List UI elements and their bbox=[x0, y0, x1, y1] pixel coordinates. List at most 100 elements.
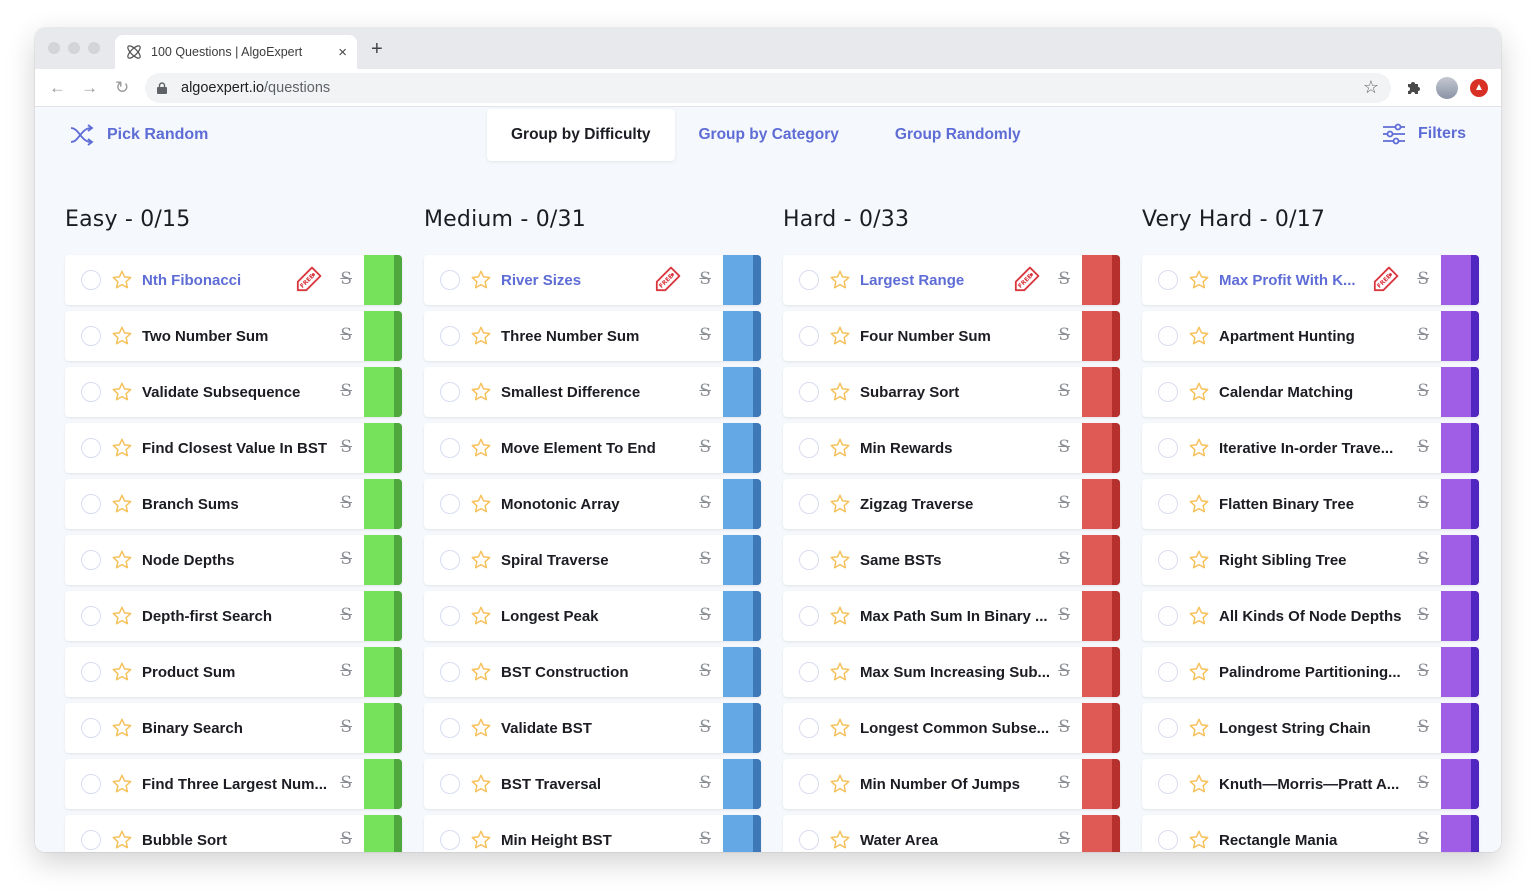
question-card[interactable]: Same BSTs S bbox=[783, 535, 1120, 585]
star-icon[interactable] bbox=[111, 493, 133, 515]
back-icon[interactable]: ← bbox=[49, 78, 66, 97]
strikethrough-s-icon[interactable]: S bbox=[340, 493, 352, 513]
bookmark-star-icon[interactable]: ☆ bbox=[1362, 77, 1379, 97]
strikethrough-s-icon[interactable]: S bbox=[699, 325, 711, 345]
strikethrough-s-icon[interactable]: S bbox=[340, 773, 352, 793]
question-card[interactable]: Flatten Binary Tree S bbox=[1142, 479, 1479, 529]
star-icon[interactable] bbox=[1188, 605, 1210, 627]
completion-checkbox[interactable] bbox=[799, 382, 819, 402]
star-icon[interactable] bbox=[111, 773, 133, 795]
question-card[interactable]: River Sizes FREE S bbox=[424, 255, 761, 305]
completion-checkbox[interactable] bbox=[799, 326, 819, 346]
strikethrough-s-icon[interactable]: S bbox=[1417, 661, 1429, 681]
question-card[interactable]: Rectangle Mania S bbox=[1142, 815, 1479, 852]
star-icon[interactable] bbox=[111, 437, 133, 459]
question-card[interactable]: Palindrome Partitioning... S bbox=[1142, 647, 1479, 697]
question-card[interactable]: Two Number Sum S bbox=[65, 311, 402, 361]
completion-checkbox[interactable] bbox=[799, 830, 819, 850]
update-icon[interactable]: ▲ bbox=[1470, 79, 1488, 97]
completion-checkbox[interactable] bbox=[81, 718, 101, 738]
completion-checkbox[interactable] bbox=[440, 830, 460, 850]
question-card[interactable]: Max Sum Increasing Sub... S bbox=[783, 647, 1120, 697]
question-card[interactable]: Largest Range FREE S bbox=[783, 255, 1120, 305]
tab-group-by-category[interactable]: Group by Category bbox=[698, 126, 839, 143]
question-card[interactable]: Longest Common Subse... S bbox=[783, 703, 1120, 753]
question-card[interactable]: Iterative In-order Trave... S bbox=[1142, 423, 1479, 473]
completion-checkbox[interactable] bbox=[799, 718, 819, 738]
strikethrough-s-icon[interactable]: S bbox=[699, 437, 711, 457]
new-tab-button[interactable]: + bbox=[371, 38, 383, 60]
star-icon[interactable] bbox=[829, 661, 851, 683]
strikethrough-s-icon[interactable]: S bbox=[340, 269, 352, 289]
tab-group-randomly[interactable]: Group Randomly bbox=[894, 126, 1021, 143]
completion-checkbox[interactable] bbox=[440, 382, 460, 402]
question-card[interactable]: Move Element To End S bbox=[424, 423, 761, 473]
star-icon[interactable] bbox=[111, 829, 133, 851]
completion-checkbox[interactable] bbox=[440, 550, 460, 570]
question-card[interactable]: Depth-first Search S bbox=[65, 591, 402, 641]
url-input[interactable]: algoexpert.io/questions ☆ bbox=[145, 73, 1391, 103]
completion-checkbox[interactable] bbox=[81, 326, 101, 346]
strikethrough-s-icon[interactable]: S bbox=[1417, 717, 1429, 737]
strikethrough-s-icon[interactable]: S bbox=[1417, 493, 1429, 513]
question-card[interactable]: Water Area S bbox=[783, 815, 1120, 852]
question-card[interactable]: BST Construction S bbox=[424, 647, 761, 697]
question-card[interactable]: Branch Sums S bbox=[65, 479, 402, 529]
star-icon[interactable] bbox=[111, 661, 133, 683]
strikethrough-s-icon[interactable]: S bbox=[1058, 717, 1070, 737]
star-icon[interactable] bbox=[111, 717, 133, 739]
completion-checkbox[interactable] bbox=[1158, 830, 1178, 850]
strikethrough-s-icon[interactable]: S bbox=[340, 829, 352, 849]
strikethrough-s-icon[interactable]: S bbox=[1417, 437, 1429, 457]
star-icon[interactable] bbox=[829, 493, 851, 515]
completion-checkbox[interactable] bbox=[81, 270, 101, 290]
star-icon[interactable] bbox=[470, 437, 492, 459]
star-icon[interactable] bbox=[829, 829, 851, 851]
close-tab-icon[interactable]: × bbox=[338, 43, 347, 61]
completion-checkbox[interactable] bbox=[81, 830, 101, 850]
strikethrough-s-icon[interactable]: S bbox=[340, 325, 352, 345]
star-icon[interactable] bbox=[1188, 717, 1210, 739]
completion-checkbox[interactable] bbox=[799, 494, 819, 514]
completion-checkbox[interactable] bbox=[1158, 270, 1178, 290]
completion-checkbox[interactable] bbox=[1158, 326, 1178, 346]
star-icon[interactable] bbox=[1188, 549, 1210, 571]
forward-icon[interactable]: → bbox=[81, 78, 98, 97]
strikethrough-s-icon[interactable]: S bbox=[1417, 381, 1429, 401]
question-card[interactable]: Find Three Largest Num... S bbox=[65, 759, 402, 809]
completion-checkbox[interactable] bbox=[81, 438, 101, 458]
star-icon[interactable] bbox=[111, 269, 133, 291]
star-icon[interactable] bbox=[470, 829, 492, 851]
star-icon[interactable] bbox=[1188, 381, 1210, 403]
minimize-window-button[interactable] bbox=[68, 42, 80, 54]
completion-checkbox[interactable] bbox=[440, 662, 460, 682]
question-card[interactable]: Min Number Of Jumps S bbox=[783, 759, 1120, 809]
completion-checkbox[interactable] bbox=[1158, 662, 1178, 682]
star-icon[interactable] bbox=[1188, 269, 1210, 291]
star-icon[interactable] bbox=[111, 605, 133, 627]
browser-tab[interactable]: 100 Questions | AlgoExpert × bbox=[115, 35, 357, 69]
extensions-puzzle-icon[interactable] bbox=[1405, 80, 1421, 96]
question-card[interactable]: Longest String Chain S bbox=[1142, 703, 1479, 753]
question-card[interactable]: Monotonic Array S bbox=[424, 479, 761, 529]
strikethrough-s-icon[interactable]: S bbox=[340, 437, 352, 457]
strikethrough-s-icon[interactable]: S bbox=[699, 717, 711, 737]
reload-icon[interactable]: ↻ bbox=[115, 78, 130, 97]
strikethrough-s-icon[interactable]: S bbox=[1058, 437, 1070, 457]
question-card[interactable]: Find Closest Value In BST S bbox=[65, 423, 402, 473]
strikethrough-s-icon[interactable]: S bbox=[699, 661, 711, 681]
question-card[interactable]: Longest Peak S bbox=[424, 591, 761, 641]
strikethrough-s-icon[interactable]: S bbox=[340, 661, 352, 681]
completion-checkbox[interactable] bbox=[440, 270, 460, 290]
star-icon[interactable] bbox=[470, 325, 492, 347]
star-icon[interactable] bbox=[829, 549, 851, 571]
strikethrough-s-icon[interactable]: S bbox=[1058, 829, 1070, 849]
strikethrough-s-icon[interactable]: S bbox=[1058, 381, 1070, 401]
question-card[interactable]: Zigzag Traverse S bbox=[783, 479, 1120, 529]
completion-checkbox[interactable] bbox=[81, 494, 101, 514]
completion-checkbox[interactable] bbox=[1158, 382, 1178, 402]
strikethrough-s-icon[interactable]: S bbox=[1058, 549, 1070, 569]
strikethrough-s-icon[interactable]: S bbox=[699, 269, 711, 289]
completion-checkbox[interactable] bbox=[440, 718, 460, 738]
close-window-button[interactable] bbox=[48, 42, 60, 54]
